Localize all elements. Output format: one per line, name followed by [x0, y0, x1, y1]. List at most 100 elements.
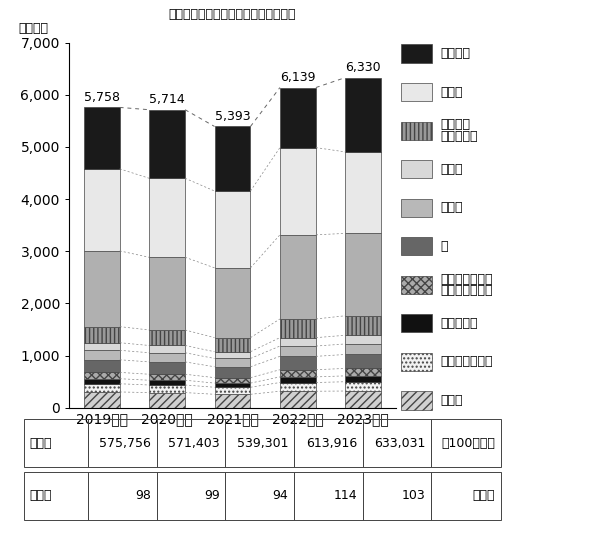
Bar [149, 374, 185, 380]
Text: 539,301: 539,301 [237, 437, 289, 450]
FancyBboxPatch shape [401, 160, 432, 179]
Bar [84, 392, 119, 408]
FancyBboxPatch shape [401, 122, 432, 140]
Bar [88, 472, 157, 520]
Bar [280, 346, 316, 357]
Text: 移動棚: 移動棚 [440, 201, 463, 214]
FancyBboxPatch shape [401, 391, 432, 409]
Text: （100万円）: （100万円） [441, 437, 495, 450]
Text: （％）: （％） [472, 489, 495, 502]
Bar [226, 472, 294, 520]
Text: 575,756: 575,756 [100, 437, 151, 450]
Bar [363, 472, 431, 520]
Bar [149, 393, 185, 408]
Text: 5,393: 5,393 [215, 110, 250, 123]
Bar [280, 235, 316, 319]
Bar [215, 337, 250, 352]
Bar [346, 344, 381, 354]
FancyBboxPatch shape [401, 199, 432, 217]
Text: 5,758: 5,758 [84, 91, 120, 104]
Text: （億円）: （億円） [19, 22, 49, 35]
Bar [84, 251, 119, 327]
Bar [24, 472, 88, 520]
Bar [84, 350, 119, 360]
Bar [346, 316, 381, 335]
Bar [280, 87, 316, 148]
Bar [215, 352, 250, 358]
Bar [280, 319, 316, 337]
Text: 5,714: 5,714 [149, 93, 185, 106]
Text: 633,031: 633,031 [374, 437, 426, 450]
Text: 自動倉庫: 自動倉庫 [440, 47, 470, 60]
Bar [215, 383, 250, 387]
Text: 613,916: 613,916 [306, 437, 357, 450]
Bar [215, 358, 250, 367]
Bar [215, 394, 250, 408]
Bar [280, 337, 316, 346]
Bar [363, 419, 431, 467]
Bar [280, 370, 316, 377]
Bar [215, 191, 250, 268]
Bar [157, 472, 226, 520]
Text: 103: 103 [402, 489, 426, 502]
Bar [280, 391, 316, 408]
Text: 金　額: 金 額 [29, 437, 52, 450]
Bar [346, 368, 381, 376]
Bar [294, 472, 363, 520]
Bar [215, 378, 250, 383]
Bar [346, 233, 381, 316]
Bar [84, 108, 119, 169]
Bar [280, 148, 316, 235]
Bar [149, 380, 185, 385]
Text: 114: 114 [334, 489, 357, 502]
Bar [84, 373, 119, 379]
Text: 物流システム機器の総売上金額の推移: 物流システム機器の総売上金額の推移 [169, 8, 296, 21]
FancyBboxPatch shape [401, 314, 432, 333]
Bar [431, 419, 500, 467]
Bar [215, 268, 250, 337]
Bar [149, 330, 185, 345]
Bar [215, 126, 250, 191]
Bar [149, 353, 185, 362]
FancyBboxPatch shape [401, 276, 432, 294]
Bar [346, 152, 381, 233]
Text: 回転棚: 回転棚 [440, 163, 463, 176]
Text: 6,139: 6,139 [280, 71, 316, 84]
Bar [280, 383, 316, 391]
Bar [149, 345, 185, 353]
Bar [294, 419, 363, 467]
Text: その他: その他 [440, 394, 463, 407]
Bar [215, 367, 250, 378]
Text: コンピューター: コンピューター [440, 356, 493, 368]
Bar [431, 472, 500, 520]
Bar [346, 354, 381, 368]
Bar [280, 377, 316, 383]
Bar [88, 419, 157, 467]
Bar [346, 382, 381, 391]
Bar [24, 419, 88, 467]
Bar [226, 419, 294, 467]
Text: 台車系: 台車系 [440, 86, 463, 99]
FancyBboxPatch shape [401, 353, 432, 371]
FancyBboxPatch shape [401, 44, 432, 63]
Bar [84, 327, 119, 343]
Bar [149, 257, 185, 330]
Text: 6,330: 6,330 [346, 61, 381, 74]
Text: 94: 94 [273, 489, 289, 502]
Text: 棚: 棚 [440, 240, 448, 253]
Bar [84, 360, 119, 373]
Bar [149, 178, 185, 257]
Text: 仕分け・
ピッキング: 仕分け・ ピッキング [440, 118, 478, 143]
Bar [149, 110, 185, 178]
Text: 98: 98 [136, 489, 151, 502]
Bar [84, 169, 119, 251]
Bar [149, 362, 185, 374]
Bar [157, 419, 226, 467]
Bar [149, 385, 185, 393]
Bar [280, 357, 316, 370]
Text: パレタイザー・
デパレタイザー: パレタイザー・ デパレタイザー [440, 272, 493, 297]
Bar [346, 391, 381, 408]
Bar [346, 335, 381, 344]
Bar [84, 379, 119, 384]
Bar [215, 387, 250, 394]
